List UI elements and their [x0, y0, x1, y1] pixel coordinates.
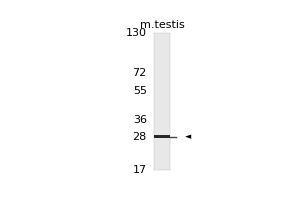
- Text: 130: 130: [126, 28, 147, 38]
- Bar: [154, 135, 170, 138]
- Bar: [154, 135, 170, 138]
- Bar: [154, 33, 170, 170]
- Text: m.testis: m.testis: [140, 20, 184, 30]
- Bar: [154, 135, 170, 138]
- Text: 36: 36: [133, 115, 147, 125]
- Text: 17: 17: [133, 165, 147, 175]
- Bar: [154, 135, 170, 138]
- Bar: [154, 136, 170, 138]
- Text: 55: 55: [133, 86, 147, 96]
- Text: 28: 28: [133, 132, 147, 142]
- Bar: [154, 135, 170, 138]
- Text: 72: 72: [133, 68, 147, 78]
- Polygon shape: [185, 135, 191, 139]
